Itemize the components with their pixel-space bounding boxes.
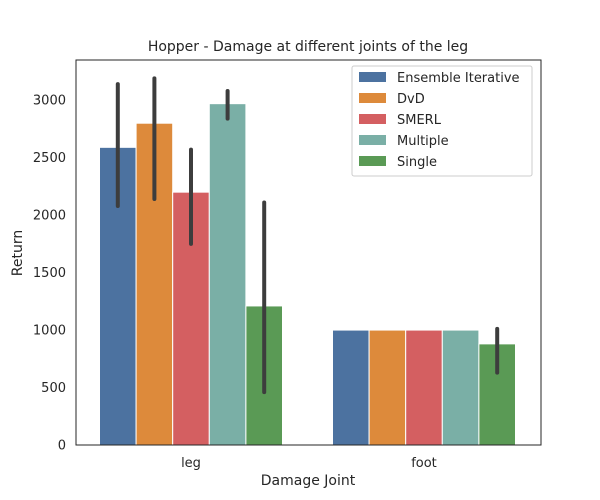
legend-items: Ensemble Iterative DvD SMERL Multiple Single: [359, 71, 520, 170]
bar-ensemble-iterative-foot: [332, 329, 370, 446]
error-bars-layer: [115, 76, 500, 395]
legend-label-single: Single: [397, 155, 437, 170]
legend-label-multiple: Multiple: [397, 134, 449, 149]
x-axis-ticks: leg foot: [181, 456, 437, 471]
legend-swatch-single: [359, 156, 386, 166]
x-tick-label-leg: leg: [181, 456, 201, 471]
legend-swatch-ensemble-iterative: [359, 72, 386, 82]
x-axis-title: Damage Joint: [261, 473, 356, 489]
bar-smerl-foot: [405, 329, 443, 446]
bar-dvd-foot: [368, 329, 407, 446]
bar-multiple-foot: [441, 329, 480, 446]
y-tick-label: 500: [41, 381, 66, 396]
legend-swatch-multiple: [359, 135, 386, 145]
y-tick-label: 3000: [33, 94, 66, 109]
y-tick-label: 2500: [33, 151, 66, 166]
legend-label-smerl: SMERL: [397, 113, 442, 128]
legend: Ensemble Iterative DvD SMERL Multiple Single: [351, 65, 533, 177]
y-tick-label: 0: [58, 439, 66, 454]
y-axis-title: Return: [10, 230, 26, 276]
x-tick-label-foot: foot: [411, 456, 437, 471]
legend-swatch-dvd: [359, 93, 386, 103]
plot-frame: [75, 59, 542, 446]
legend-label-ensemble-iterative: Ensemble Iterative: [397, 71, 520, 86]
y-tick-label: 1500: [33, 266, 66, 281]
legend-swatch-smerl: [359, 114, 386, 124]
chart-title: Hopper - Damage at different joints of t…: [148, 39, 468, 55]
y-tick-label: 1000: [33, 324, 66, 339]
legend-label-dvd: DvD: [397, 92, 425, 107]
y-axis-ticks: 0 500 1000 1500 2000 2500 3000: [33, 94, 66, 454]
bar-multiple-leg: [208, 103, 247, 446]
y-tick-label: 2000: [33, 209, 66, 224]
legend-box: [351, 65, 533, 177]
